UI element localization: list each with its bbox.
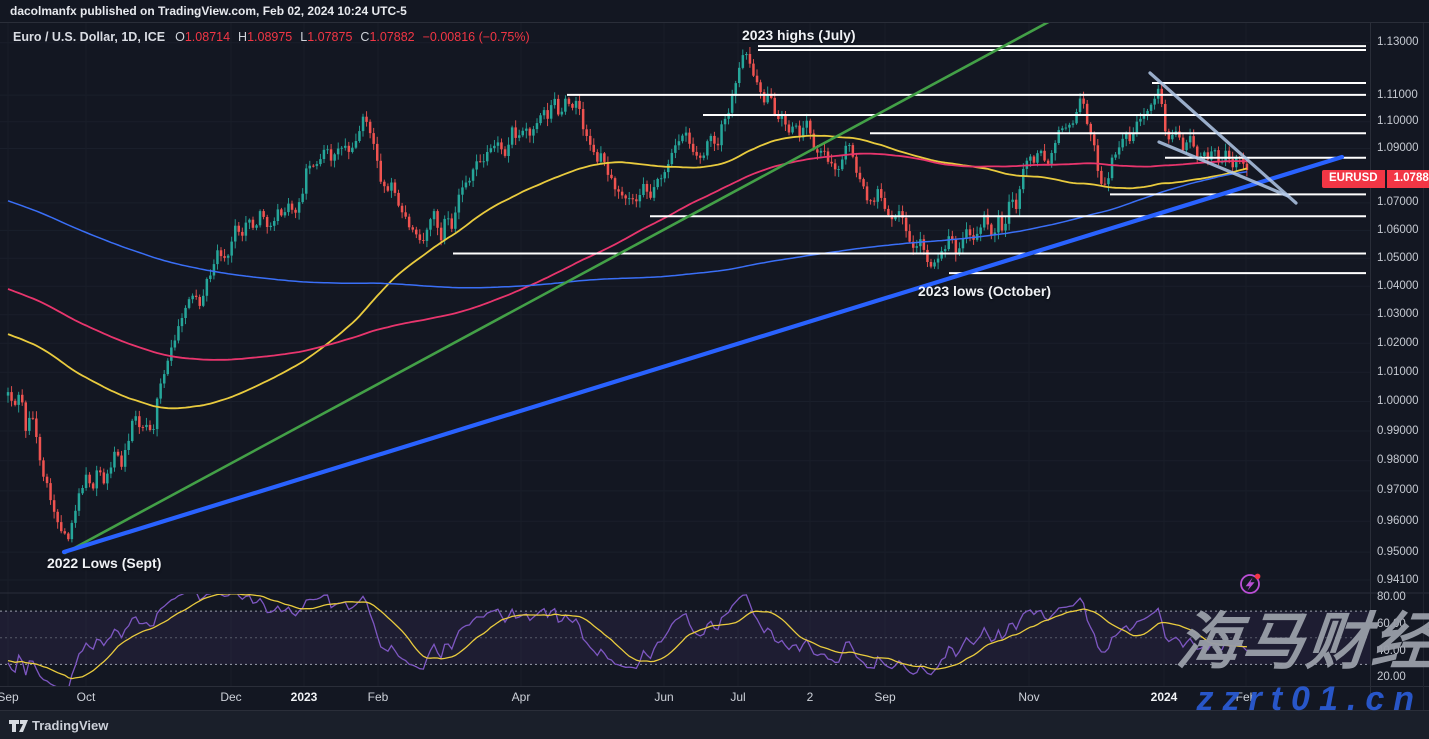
time-axis-label: Dec <box>220 690 242 704</box>
price-axis-label: 0.95000 <box>1377 545 1419 558</box>
ohlc-item: O1.08714 <box>175 30 231 44</box>
uptrend-blue <box>61 154 1345 555</box>
price-axis-label: 1.01000 <box>1377 365 1419 378</box>
price-axis-label: 1.06000 <box>1377 223 1419 236</box>
price-axis-label: 0.96000 <box>1377 514 1419 527</box>
time-axis-label: Sep <box>0 690 19 704</box>
price-axis-label: 0.94100 <box>1377 573 1419 586</box>
uptrend-green <box>63 10 1069 555</box>
time-axis-label: Nov <box>1018 690 1040 704</box>
time-axis-label: Sep <box>874 690 896 704</box>
wedge-upper <box>1148 71 1298 205</box>
price-axis-label: 1.03000 <box>1377 308 1419 321</box>
moving-averages-layer <box>7 134 1248 410</box>
attribution-bar: TradingView <box>0 710 1429 739</box>
rsi-line <box>7 594 1248 686</box>
ohlc-item: L1.07875 <box>300 30 353 44</box>
chart-annotation: 2023 highs (July) <box>742 27 856 43</box>
rsi-ma-line <box>7 594 1247 680</box>
price-axis-label: 1.04000 <box>1377 279 1419 292</box>
rsi-axis-label: 80.00 <box>1377 591 1406 604</box>
publish-bar: dacolmanfx published on TradingView.com,… <box>0 0 1429 23</box>
symbol-title: Euro / U.S. Dollar, 1D, ICE <box>13 30 166 44</box>
last-price-badge: EURUSD 1.07882 <box>1322 170 1429 188</box>
chart-annotation: 2022 Lows (Sept) <box>47 555 162 571</box>
candles-layer <box>6 47 1249 543</box>
tradingview-logo-icon[interactable] <box>8 718 30 734</box>
price-axis-label: 0.99000 <box>1377 424 1419 437</box>
grid-layer <box>0 23 1370 686</box>
price-axis-label: 1.00000 <box>1377 395 1419 407</box>
price-axis-label: 1.07000 <box>1377 196 1419 209</box>
ma-fast-line <box>7 134 1248 410</box>
price-axis-label: 1.05000 <box>1377 251 1419 264</box>
time-axis-label: Feb <box>1235 690 1257 704</box>
time-axis-label: Jul <box>730 690 746 704</box>
price-axis-label: 1.10000 <box>1377 115 1419 128</box>
time-axis-label: 2 <box>806 690 814 704</box>
tradingview-brand-link[interactable]: TradingView <box>32 718 109 733</box>
ohlc-item: H1.08975 <box>238 30 293 44</box>
badge-price: 1.07882 <box>1386 170 1429 188</box>
time-axis-label: Apr <box>511 690 531 704</box>
ma-mid-line <box>7 152 1247 361</box>
panel-separators <box>0 23 1429 710</box>
trendlines-layer <box>61 10 1345 555</box>
time-axis-label: Jun <box>654 690 674 704</box>
price-axis-label: 1.09000 <box>1377 142 1419 154</box>
time-axis-label: Feb <box>367 690 389 704</box>
price-axis-label: 1.11000 <box>1377 88 1418 101</box>
lightning-icon[interactable] <box>1240 573 1261 594</box>
ohlc-item: C1.07882 <box>360 30 415 44</box>
price-axis-label: 1.13000 <box>1377 36 1419 49</box>
ohlc-values: O1.08714 H1.08975 L1.07875 C1.07882 <box>175 30 423 44</box>
support-resistance-levels <box>453 45 1366 275</box>
time-axis-label: 2023 <box>290 690 318 704</box>
rsi-panel <box>0 594 1370 686</box>
change-value: −0.00816 (−0.75%) <box>422 30 530 44</box>
price-axis-label: 0.98000 <box>1377 454 1419 467</box>
badge-symbol: EURUSD <box>1322 170 1385 188</box>
chart-legend: Euro / U.S. Dollar, 1D, ICE O1.08714 H1.08… <box>13 30 530 44</box>
rsi-axis-label: 60.00 <box>1377 617 1406 630</box>
chart-annotation: 2023 lows (October) <box>918 283 1052 299</box>
time-axis-label: 2024 <box>1150 690 1178 704</box>
price-axis-label: 0.97000 <box>1377 484 1419 497</box>
rsi-axis-label: 20.00 <box>1377 671 1406 684</box>
ma-slow-line <box>7 170 1248 289</box>
time-axis-label: Oct <box>76 690 96 704</box>
price-axis-label: 1.02000 <box>1377 336 1419 349</box>
rsi-axis-label: 40.00 <box>1377 644 1406 657</box>
wedge-lower <box>1157 140 1290 198</box>
publish-line: dacolmanfx published on TradingView.com,… <box>10 4 407 18</box>
